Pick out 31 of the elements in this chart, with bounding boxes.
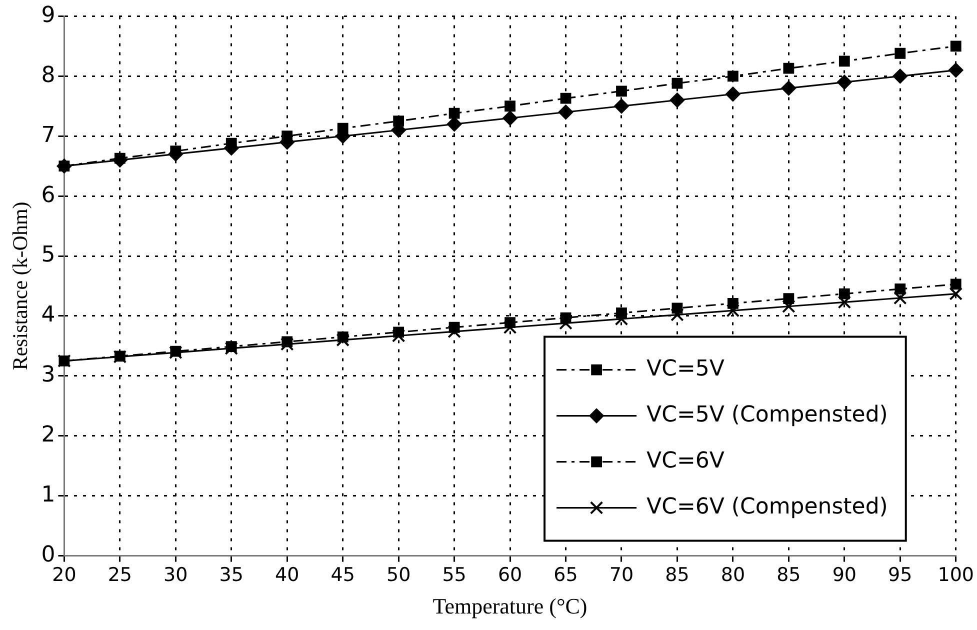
- y-tick-label: 7: [41, 122, 56, 148]
- x-tick-label: 45: [330, 564, 355, 586]
- y-tick-label: 8: [41, 62, 56, 88]
- x-tick-label: 80: [720, 564, 746, 586]
- y-tick-label: 4: [41, 302, 56, 328]
- y-tick-label: 1: [41, 482, 56, 508]
- x-tick-label: 30: [164, 564, 188, 586]
- x-tick-label: 35: [219, 564, 244, 586]
- y-tick-label: 9: [41, 2, 56, 28]
- legend-label: VC=6V: [646, 448, 724, 474]
- y-tick-label: 3: [41, 362, 56, 388]
- x-tick-label: 60: [498, 564, 522, 586]
- y-axis-title: Resistance (k-Ohm): [8, 202, 32, 370]
- x-tick-label: 55: [442, 564, 466, 586]
- y-tick-label: 6: [41, 182, 56, 208]
- legend-label: VC=5V (Compensted): [646, 402, 888, 428]
- x-tick-label: 40: [275, 564, 300, 586]
- y-tick-label: 2: [41, 422, 56, 448]
- legend-label: VC=5V: [646, 356, 724, 382]
- y-tick-label: 5: [41, 242, 56, 268]
- x-tick-label: 65: [554, 564, 578, 586]
- legend-label: VC=6V (Compensted): [646, 494, 888, 520]
- x-tick-label: 25: [108, 564, 132, 586]
- x-tick-label: 95: [888, 564, 912, 586]
- x-tick-label: 85: [776, 564, 801, 586]
- x-tick-label: 90: [832, 564, 856, 586]
- x-tick-label: 50: [386, 564, 411, 586]
- x-tick-label: 70: [609, 564, 634, 586]
- x-tick-label: 85: [665, 564, 690, 586]
- x-axis-title: Temperature (°C): [432, 594, 588, 619]
- x-tick-label: 100: [938, 564, 974, 586]
